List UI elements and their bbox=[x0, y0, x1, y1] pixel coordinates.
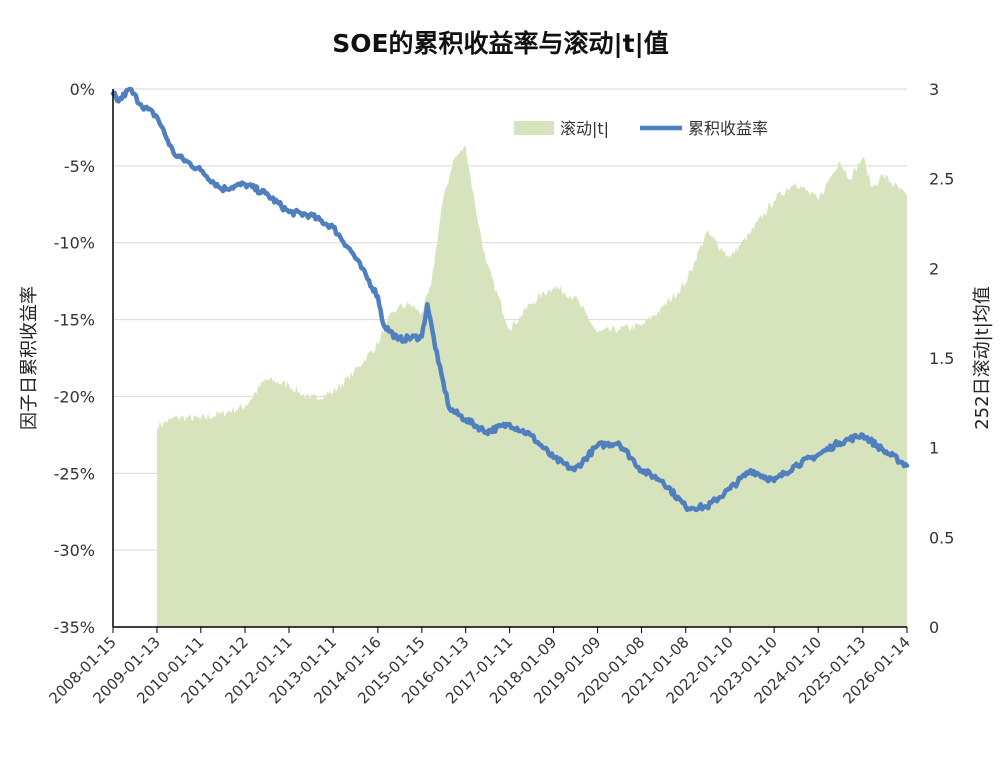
chart-title: SOE的累积收益率与滚动|t|值 bbox=[332, 29, 669, 58]
y-left-tick-label: -20% bbox=[54, 387, 95, 406]
y-right-tick-label: 3 bbox=[929, 80, 939, 99]
legend: 滚动|t| 累积收益率 bbox=[514, 119, 768, 138]
y-left-tick-label: -30% bbox=[54, 541, 95, 560]
y-left-tick-label: -25% bbox=[54, 464, 95, 483]
y-right-tick-label: 0.5 bbox=[929, 528, 954, 547]
y-left-tick-label: -10% bbox=[54, 234, 95, 253]
y-right-tick-label: 2.5 bbox=[929, 170, 954, 189]
legend-label-line: 累积收益率 bbox=[688, 119, 768, 138]
y-right-tick-label: 1 bbox=[929, 439, 939, 458]
y-right-tick-label: 0 bbox=[929, 618, 939, 637]
y-left-tick-label: -35% bbox=[54, 618, 95, 637]
legend-swatch-area bbox=[514, 121, 554, 135]
y-left-tick-label: -5% bbox=[64, 157, 95, 176]
y-right-tick-label: 2 bbox=[929, 259, 939, 278]
legend-label-area: 滚动|t| bbox=[560, 119, 609, 138]
series-area-rolling-t bbox=[157, 145, 907, 627]
y-right-tick-label: 1.5 bbox=[929, 349, 954, 368]
y-left-tick-label: -15% bbox=[54, 311, 95, 330]
series-line-cumulative-return bbox=[110, 86, 910, 513]
y-left-tick-label: 0% bbox=[70, 80, 95, 99]
